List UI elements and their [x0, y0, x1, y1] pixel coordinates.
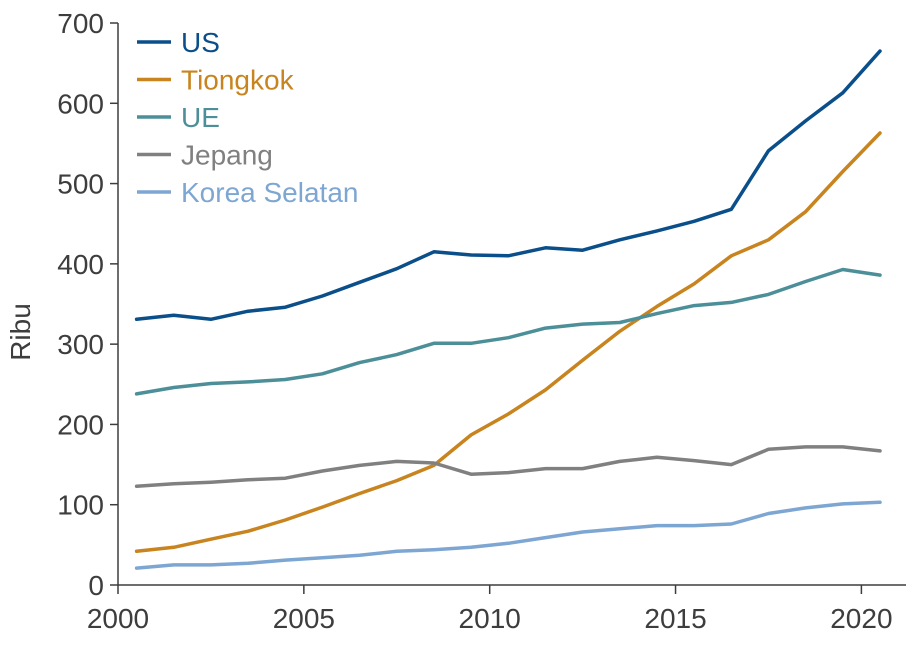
legend: US Tiongkok UE Jepang Korea Selatan: [137, 27, 358, 208]
x-tick-label: 2010: [459, 603, 521, 634]
legend-label-korea-selatan: Korea Selatan: [181, 177, 358, 208]
y-tick-label: 200: [57, 409, 104, 440]
y-tick-label: 700: [57, 8, 104, 39]
x-tick-label: 2005: [273, 603, 335, 634]
series-line-us: [134, 49, 882, 322]
y-tick-label: 400: [57, 249, 104, 280]
y-tick-label: 300: [57, 329, 104, 360]
legend-label-tiongkok: Tiongkok: [181, 65, 295, 96]
series-line-korea-selatan: [134, 500, 882, 570]
x-axis: 2000 2005 2010 2015 2020: [87, 584, 906, 634]
legend-label-jepang: Jepang: [181, 140, 273, 171]
series-lines: [134, 49, 882, 570]
series-line-tiongkok: [134, 131, 882, 554]
y-tick-label: 0: [88, 570, 104, 601]
y-tick-label: 100: [57, 490, 104, 521]
y-axis-title: Ribu: [5, 303, 36, 361]
legend-label-us: US: [181, 27, 220, 58]
x-tick-label: 2000: [87, 603, 149, 634]
y-axis: 0 100 200 300 400 500 600 700: [57, 8, 119, 601]
y-tick-label: 500: [57, 169, 104, 200]
series-line-jepang: [134, 445, 882, 488]
series-line-ue: [134, 267, 882, 396]
y-tick-label: 600: [57, 88, 104, 119]
legend-label-ue: UE: [181, 102, 220, 133]
x-tick-label: 2020: [830, 603, 892, 634]
x-tick-label: 2015: [644, 603, 706, 634]
